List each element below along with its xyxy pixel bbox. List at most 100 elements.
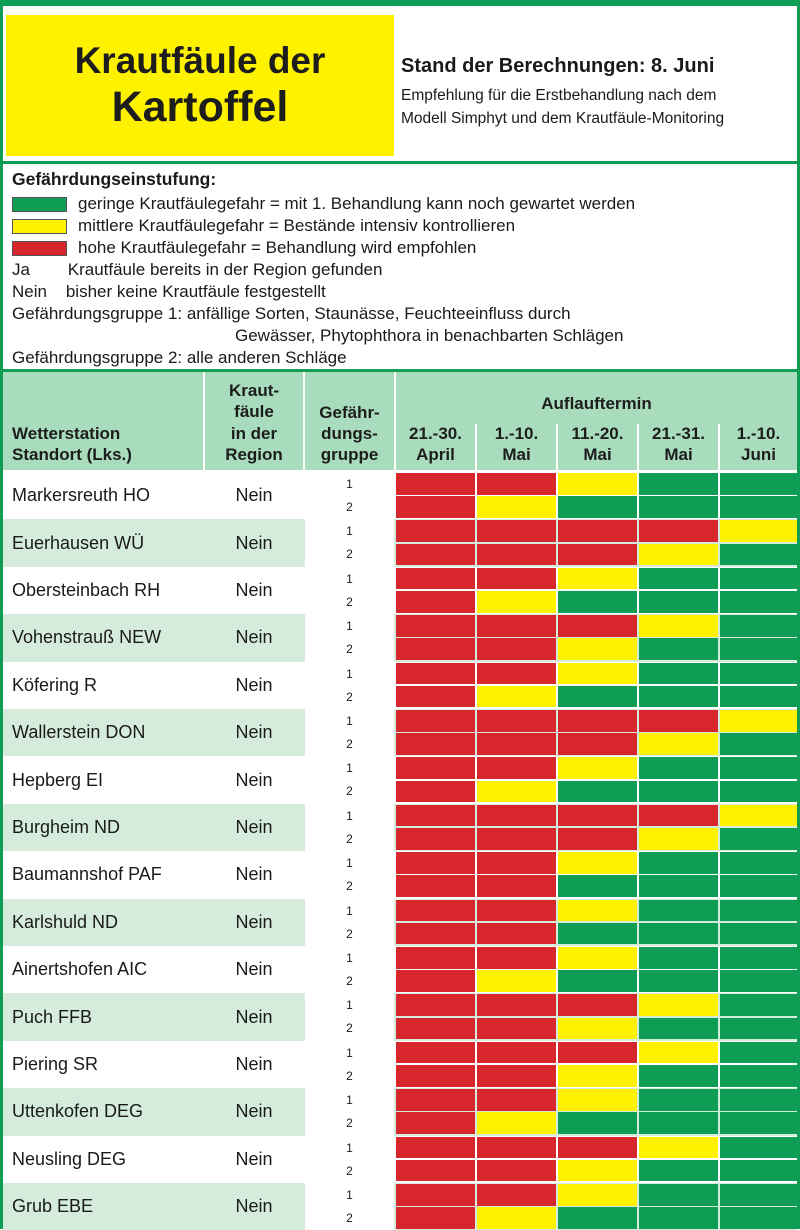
risk-block-red (396, 1064, 475, 1087)
risk-block-red (477, 922, 556, 945)
risk-block-green (720, 615, 797, 637)
risk-block-yellow (558, 567, 637, 590)
table-row: Burgheim ND Nein 1 2 (3, 803, 797, 852)
legend-green-swatch (12, 197, 67, 212)
column-divider (203, 372, 205, 470)
risk-block-green (558, 496, 637, 518)
risk-block-green (639, 1184, 718, 1206)
risk-block-red (396, 590, 475, 613)
legend-title: Gefährdungseinstufung: (12, 169, 217, 189)
station-name: Obersteinbach RH (12, 579, 161, 600)
risk-block-red (396, 496, 475, 518)
risk-block-red (477, 899, 556, 922)
station-name: Uttenkofen DEG (12, 1101, 144, 1122)
legend-ja: Ja Krautfäule bereits in der Region gefu… (12, 260, 383, 279)
krautfaeule-status: Nein (235, 627, 273, 648)
krautfaeule-status: Nein (235, 1148, 273, 1169)
group-2-label: 2 (346, 737, 353, 751)
risk-block-green (558, 1112, 637, 1135)
header-auflauftermin: Auflauftermin (541, 394, 652, 413)
krautfaeule-status: Nein (235, 911, 273, 932)
group-1-label: 1 (346, 856, 353, 871)
risk-block-yellow (639, 733, 718, 755)
risk-block-green (720, 685, 797, 708)
header: Krautfäule der Kartoffel Stand der Berec… (3, 6, 797, 156)
risk-block-green (639, 590, 718, 613)
risk-block-green (639, 947, 718, 969)
group-1-label: 1 (346, 571, 353, 586)
legend-gruppe1-cont: Gewässer, Phytophthora in benachbarten S… (235, 326, 624, 345)
risk-block-red (477, 1159, 556, 1182)
group-1-label: 1 (346, 524, 353, 539)
station-name: Wallerstein DON (12, 722, 146, 743)
header-gruppe-line3: gruppe (320, 445, 379, 464)
group-1-label: 1 (346, 808, 353, 823)
legend-nein: Nein bisher keine Krautfäule festgestell… (12, 282, 326, 301)
risk-block-red (477, 1017, 556, 1040)
group-2-label: 2 (346, 500, 353, 514)
krautfaeule-status: Nein (235, 816, 273, 837)
risk-block-red (396, 1041, 475, 1064)
risk-block-green (558, 922, 637, 945)
risk-block-red (396, 567, 475, 590)
risk-block-green (639, 1064, 718, 1087)
risk-block-red (396, 473, 475, 495)
title-box: Krautfäule der Kartoffel (6, 15, 394, 156)
risk-block-green (639, 1207, 718, 1229)
risk-block-red (396, 520, 475, 543)
risk-block-red (396, 543, 475, 566)
group-1-label: 1 (346, 477, 353, 491)
legend: Gefährdungseinstufung: geringe Krautfäul… (3, 164, 797, 369)
risk-block-yellow (558, 1089, 637, 1111)
period-divider (475, 424, 477, 470)
risk-block-red (396, 615, 475, 637)
risk-block-red (477, 710, 556, 732)
risk-block-red (396, 1017, 475, 1040)
risk-block-yellow (558, 947, 637, 969)
page-title-line2: Kartoffel (111, 82, 289, 131)
risk-block-green (720, 1136, 797, 1159)
risk-block-green (720, 1017, 797, 1040)
divider (3, 369, 797, 372)
group-1-label: 1 (346, 1093, 353, 1108)
station-name: Köfering R (12, 674, 98, 695)
group-2-label: 2 (346, 784, 353, 799)
risk-block-yellow (477, 1207, 556, 1229)
risk-block-yellow (639, 994, 718, 1017)
header-period-1-line1: 21.-30. (409, 424, 462, 443)
risk-block-green (720, 567, 797, 590)
table-row: Neusling DEG Nein 1 2 (3, 1135, 797, 1183)
risk-block-red (558, 733, 637, 755)
risk-block-green (558, 590, 637, 613)
table-row: Markersreuth HO Nein 1 2 (3, 472, 797, 520)
risk-block-red (477, 733, 556, 755)
header-period-2-line1: 1.-10. (494, 424, 539, 443)
krautfaeule-status: Nein (235, 532, 273, 553)
table-row: Köfering R Nein 1 2 (3, 661, 797, 709)
krautfaeule-status: Nein (235, 769, 273, 790)
risk-block-red (396, 875, 475, 898)
header-gruppe-line2: dungs- (321, 424, 378, 443)
risk-block-red (396, 852, 475, 874)
risk-block-red (477, 638, 556, 661)
risk-block-red (558, 1136, 637, 1159)
station-name: Markersreuth HO (12, 485, 151, 506)
krautfaeule-status: Nein (235, 1196, 273, 1217)
risk-block-red (396, 710, 475, 732)
risk-block-red (396, 994, 475, 1017)
risk-block-green (720, 543, 797, 566)
header-krautfaeule-line1: Kraut- (228, 381, 280, 400)
risk-block-yellow (477, 780, 556, 803)
table-row: Vohenstrauß NEW Nein 1 2 (3, 614, 797, 662)
risk-block-yellow (558, 852, 637, 874)
period-divider (637, 424, 639, 470)
risk-block-red (477, 615, 556, 637)
risk-block-green (720, 496, 797, 518)
risk-block-yellow (558, 1064, 637, 1087)
header-gruppe-line1: Gefähr- (319, 403, 380, 422)
